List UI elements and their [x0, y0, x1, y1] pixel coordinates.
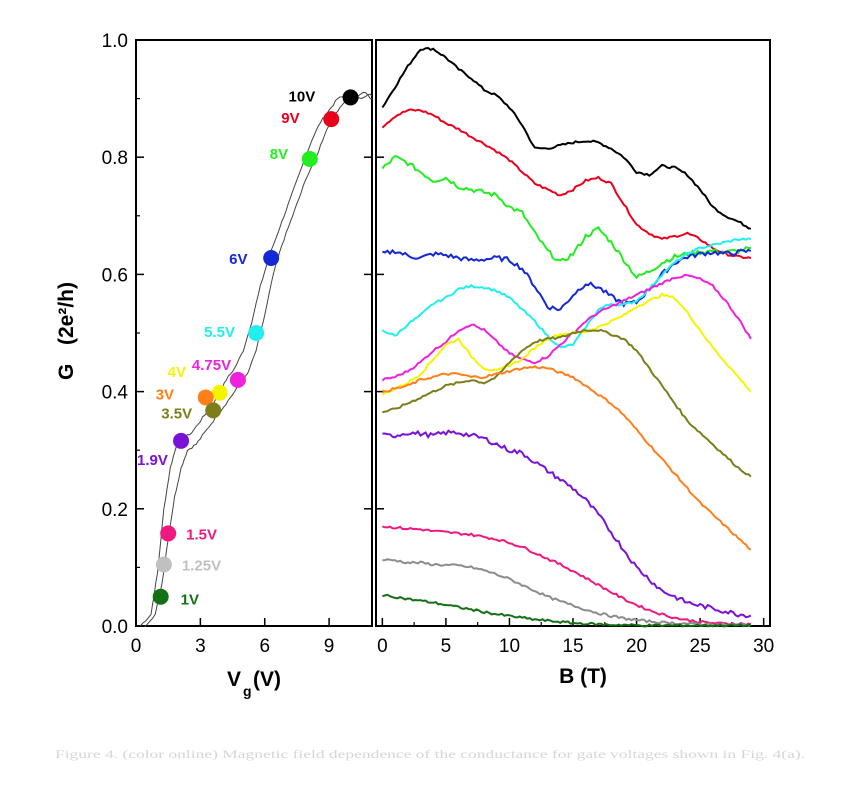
gate-voltage-label: 5.5V [204, 324, 235, 341]
gate-voltage-marker [229, 371, 246, 388]
right-x-tick-label: 30 [753, 636, 774, 657]
gate-voltage-label: 1V [181, 592, 199, 609]
left-gate-voltage-markers: 10V 9V 8V 6V 5.5V 4.75V 4V 3V 3.5V 1.9V 1.5V 1.25V 1… [137, 88, 359, 609]
left-y-tick-label: 0.4 [102, 383, 129, 404]
gate-voltage-label: 1.25V [182, 557, 221, 574]
right-axis-ticks: 0 5 10 15 20 25 30 [376, 39, 774, 657]
left-y-tick-label: 0.8 [102, 148, 128, 169]
left-x-tick-label: 9 [324, 636, 335, 657]
series-line-8V [381, 154, 751, 280]
left-y-tick-label: 0.0 [102, 617, 128, 638]
gate-voltage-marker [173, 432, 190, 449]
series-line-4.75V [381, 273, 752, 382]
right-x-tick-label: 25 [690, 636, 711, 657]
series-line-6V [382, 248, 752, 312]
gate-voltage-marker [323, 111, 340, 128]
gate-voltage-label: 10V [289, 88, 316, 105]
left-x-axis-label-subscript: g [243, 683, 252, 699]
series-line-1.5V [382, 525, 752, 627]
gate-voltage-marker [197, 389, 214, 406]
figure-caption: Figure 4. (color online) Magnetic field … [55, 747, 805, 761]
left-axis-ticks: 0.0 0.2 0.4 0.6 0.8 1.0 0 3 6 9 [102, 31, 372, 657]
series-line-3V [382, 365, 752, 551]
gate-voltage-marker [263, 249, 280, 266]
series-line-4V [381, 292, 752, 396]
right-x-axis-label: B (T) [559, 665, 607, 688]
left-sweep-curve [144, 93, 373, 628]
gate-voltage-label: 9V [281, 110, 299, 127]
gate-voltage-label: 8V [270, 146, 288, 163]
series-line-3.5V [382, 328, 752, 478]
gate-voltage-marker [205, 402, 222, 419]
gate-voltage-label: 4V [168, 364, 186, 381]
series-line-5.5V [381, 237, 752, 349]
series-line-9V [381, 108, 752, 260]
left-sweep-curve [139, 91, 373, 627]
right-magnetoconductance-curves [381, 46, 752, 628]
series-line-1.25V [382, 558, 752, 628]
gate-voltage-label: 1.5V [186, 526, 217, 543]
gate-voltage-marker [160, 525, 177, 542]
gate-voltage-marker [152, 588, 169, 605]
right-x-tick-label: 0 [377, 636, 388, 657]
right-x-tick-label: 15 [562, 636, 583, 657]
series-line-10V [381, 46, 752, 230]
gate-voltage-marker [342, 89, 359, 106]
gate-voltage-label: 3V [156, 386, 174, 403]
gate-voltage-label: 6V [229, 251, 247, 268]
gate-voltage-label: 3.5V [161, 405, 192, 422]
left-y-tick-label: 0.6 [102, 265, 128, 286]
left-y-tick-label: 1.0 [102, 31, 128, 52]
gate-voltage-marker [211, 384, 228, 401]
y-axis-label-g: G [55, 364, 78, 380]
gate-voltage-marker [155, 556, 172, 573]
gate-voltage-marker [301, 150, 318, 167]
left-x-tick-label: 3 [195, 636, 206, 657]
left-x-tick-label: 6 [259, 636, 270, 657]
gate-voltage-label: 4.75V [192, 357, 231, 374]
right-x-tick-label: 5 [441, 636, 452, 657]
right-x-tick-label: 20 [626, 636, 647, 657]
left-x-axis-label-v: V [227, 668, 241, 691]
series-line-1V [382, 593, 752, 628]
left-gate-sweep-curves [139, 91, 373, 628]
left-x-tick-label: 0 [131, 636, 142, 657]
right-x-tick-label: 10 [499, 636, 520, 657]
y-axis-label-units: (2e²/h) [55, 282, 78, 345]
left-y-tick-label: 0.2 [102, 500, 128, 521]
left-x-axis-label-unit: (V) [253, 668, 281, 691]
gate-voltage-marker [248, 325, 265, 341]
series-line-1.9V [382, 429, 752, 619]
gate-voltage-label: 1.9V [137, 452, 168, 469]
